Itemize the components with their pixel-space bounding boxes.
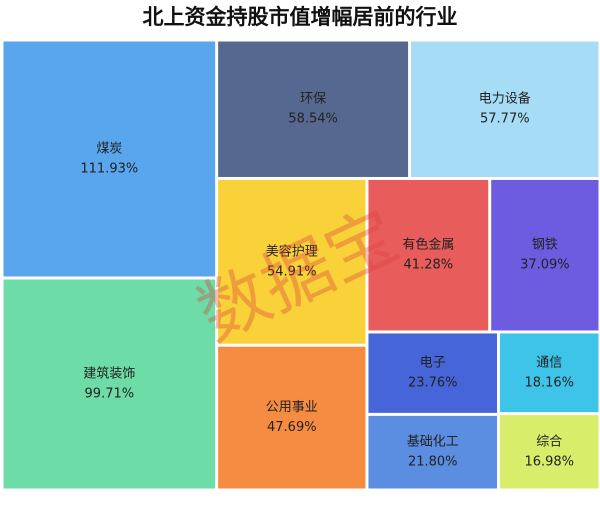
tile-label: 环保 <box>300 92 326 107</box>
tile-label: 综合 <box>536 434 562 449</box>
tile-value: 18.16% <box>524 375 574 390</box>
tile-value: 57.77% <box>480 112 530 127</box>
tile <box>491 179 599 331</box>
tile-value: 54.91% <box>267 264 317 279</box>
tile-value: 23.76% <box>408 376 458 391</box>
tile-label: 美容护理 <box>266 243 318 259</box>
tile <box>500 415 599 489</box>
tile-label: 通信 <box>536 355 562 370</box>
chart-title: 北上资金持股市值增幅居前的行业 <box>143 5 458 29</box>
tile-label: 电子 <box>420 356 446 371</box>
tile-value: 37.09% <box>520 258 570 273</box>
tile-value: 16.98% <box>524 454 574 469</box>
tile <box>368 333 498 413</box>
tile-value: 99.71% <box>85 386 135 401</box>
tile-value: 58.54% <box>288 112 338 127</box>
tile-value: 111.93% <box>80 161 138 176</box>
tile-label: 钢铁 <box>532 238 558 253</box>
tile <box>218 41 409 177</box>
tile-label: 基础化工 <box>407 435 459 450</box>
tile <box>218 179 366 344</box>
tile-label: 公用事业 <box>266 400 318 415</box>
tile <box>218 346 366 489</box>
tile <box>3 41 216 277</box>
tile-label: 建筑装饰 <box>83 365 135 381</box>
tile-value: 47.69% <box>267 420 317 435</box>
tile-label: 电力设备 <box>479 91 531 107</box>
tile-value: 21.80% <box>408 455 458 470</box>
tile <box>368 179 489 331</box>
tile <box>368 415 498 489</box>
tile-label: 煤炭 <box>96 141 122 156</box>
tile-value: 41.28% <box>404 258 454 273</box>
tile-label: 有色金属 <box>402 237 454 253</box>
tile <box>3 279 216 489</box>
tile <box>500 333 599 413</box>
tile <box>411 41 599 177</box>
